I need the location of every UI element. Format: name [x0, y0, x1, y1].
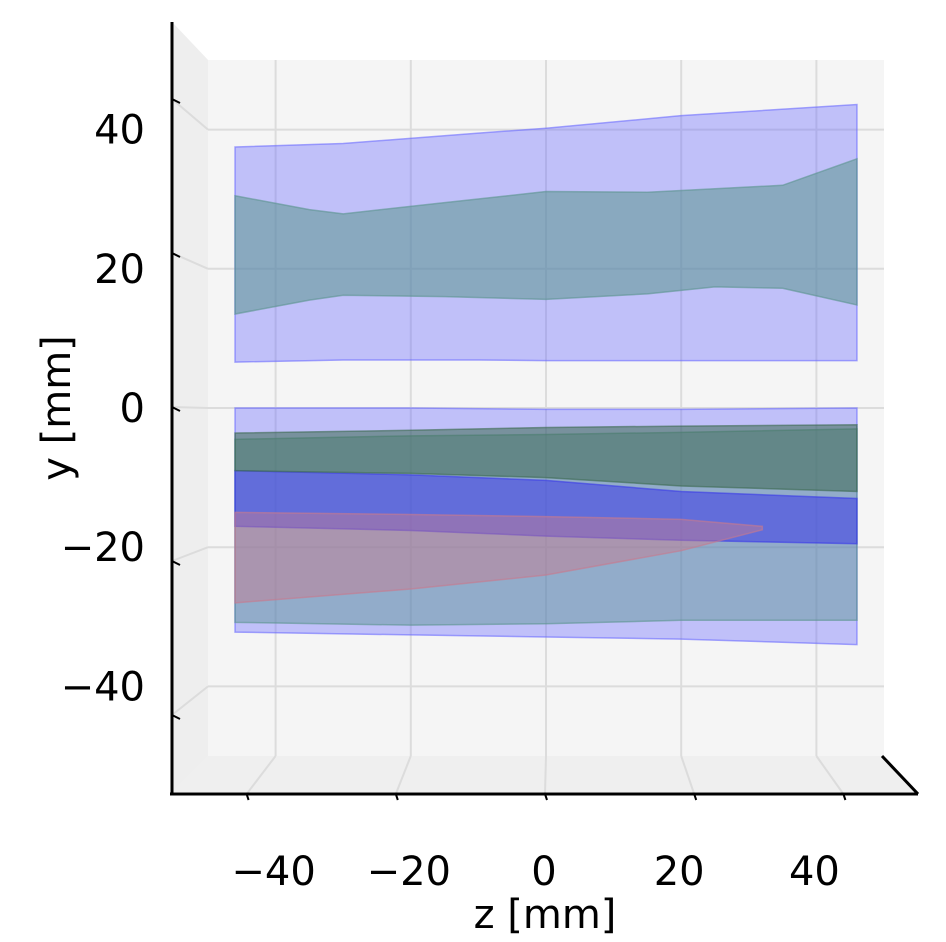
y-wall-gridline-1 — [171, 546, 209, 562]
surface-band-4 — [234, 469, 858, 545]
y-wall-gridline-0 — [171, 685, 209, 716]
ticks: −40 −20 0 20 40 −40 −20 0 20 40 — [61, 98, 847, 895]
y-tick-label-3: 20 — [94, 247, 145, 293]
y-tick-1 — [171, 560, 181, 566]
surfaces — [234, 103, 858, 646]
x-tick-label-0: −40 — [231, 849, 315, 895]
x-tick-1 — [394, 793, 399, 801]
y-tick-4 — [171, 98, 181, 104]
y-tick-label-1: −20 — [61, 525, 145, 571]
surface-band-1 — [234, 157, 858, 315]
surface-band-5 — [234, 511, 764, 604]
y-tick-label-0: −40 — [61, 664, 145, 710]
y-tick-label-2: 0 — [120, 386, 145, 432]
x-tick-3 — [693, 793, 698, 801]
x-floor-gridline-2 — [544, 755, 547, 795]
y-wall-gridline-4 — [171, 98, 209, 131]
y-axis-label: y [mm] — [34, 335, 80, 481]
x-tick-label-2: 0 — [531, 849, 556, 895]
x-tick-0 — [245, 793, 250, 801]
x-tick-label-4: 40 — [789, 849, 840, 895]
x-floor-gridline-3 — [680, 755, 696, 795]
x-floor-gridline-1 — [394, 755, 412, 795]
x-floor-gridline-0 — [245, 755, 277, 795]
depth-axis-line — [880, 754, 920, 796]
x-floor-gridline-4 — [815, 755, 845, 795]
surface-band-6 — [234, 423, 858, 493]
y-tick-label-4: 40 — [94, 108, 145, 154]
x-tick-4 — [842, 793, 847, 801]
y-tick-0 — [171, 714, 181, 720]
x-axis-label: z [mm] — [474, 892, 617, 938]
x-tick-label-1: −20 — [367, 849, 451, 895]
y-wall-gridline-2 — [171, 406, 209, 409]
x-tick-label-3: 20 — [654, 849, 705, 895]
x-tick-2 — [544, 793, 548, 801]
y-tick-2 — [171, 406, 181, 412]
y-tick-3 — [171, 252, 181, 258]
